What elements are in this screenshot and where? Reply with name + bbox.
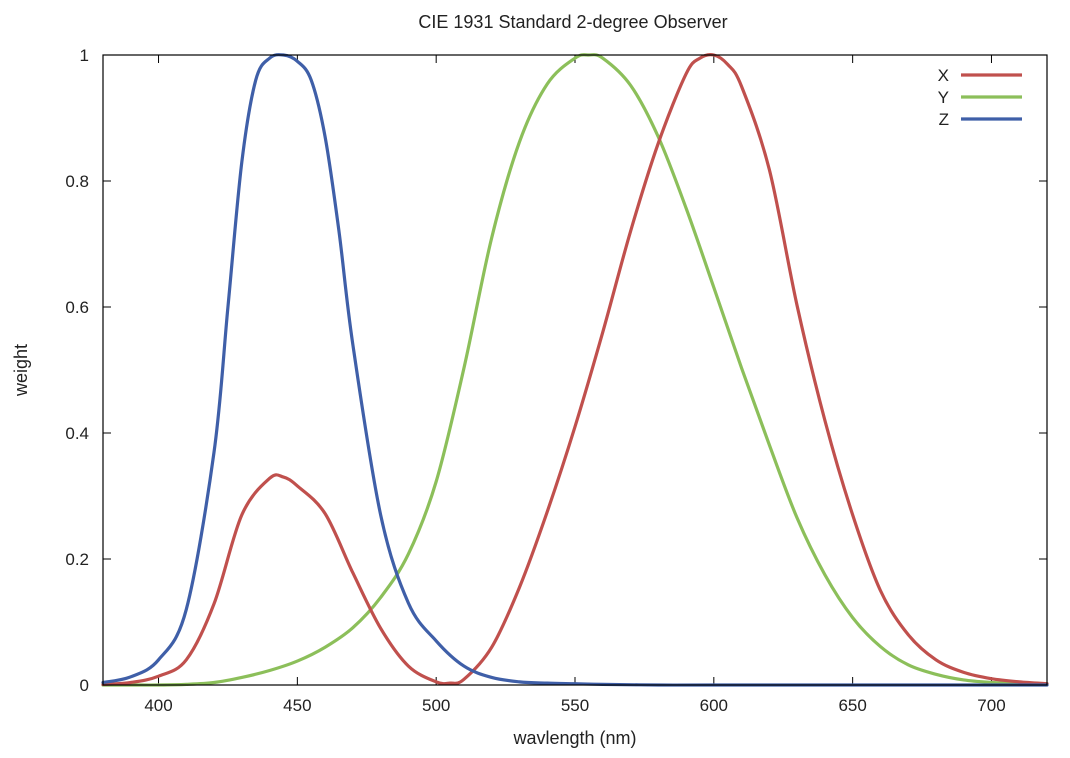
y-tick-label: 1 xyxy=(80,46,89,65)
x-axis-label: wavlength (nm) xyxy=(512,728,636,748)
x-tick-label: 450 xyxy=(283,696,311,715)
y-tick-label: 0 xyxy=(80,676,89,695)
y-tick-label: 0.6 xyxy=(65,298,89,317)
x-tick-label: 650 xyxy=(838,696,866,715)
x-tick-label: 600 xyxy=(700,696,728,715)
x-tick-label: 500 xyxy=(422,696,450,715)
y-axis-label: weight xyxy=(11,344,31,397)
series-line-z xyxy=(101,53,1049,687)
x-tick-label: 700 xyxy=(977,696,1005,715)
legend-label-z: Z xyxy=(939,110,949,129)
y-tick-label: 0.2 xyxy=(65,550,89,569)
legend-label-y: Y xyxy=(938,88,949,107)
series-line-x xyxy=(101,53,1049,686)
y-tick-label: 0.4 xyxy=(65,424,89,443)
x-tick-label: 550 xyxy=(561,696,589,715)
chart-title: CIE 1931 Standard 2-degree Observer xyxy=(418,12,727,32)
x-tick-label: 400 xyxy=(144,696,172,715)
legend-label-x: X xyxy=(938,66,949,85)
y-tick-label: 0.8 xyxy=(65,172,89,191)
plot-frame xyxy=(102,54,1048,686)
